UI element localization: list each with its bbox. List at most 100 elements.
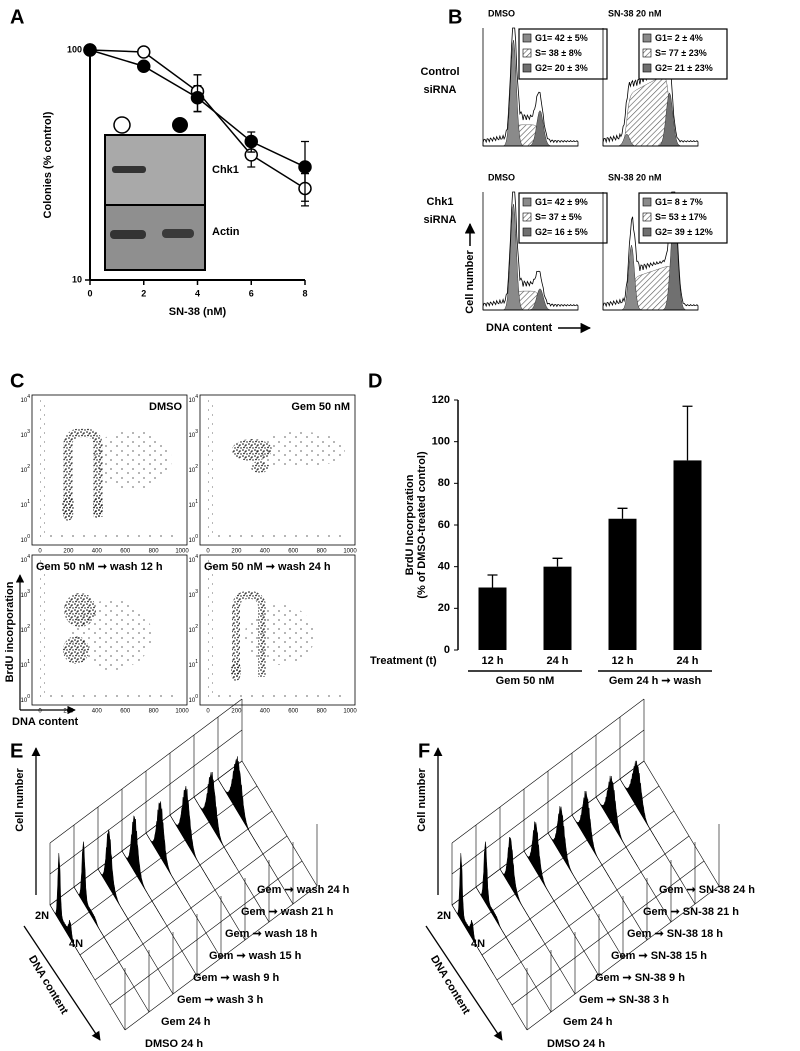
dot-cloud: [232, 591, 266, 677]
x-tick-label: 24 h: [546, 655, 568, 667]
data-point: [298, 160, 312, 174]
y-tick-label: 104: [21, 554, 31, 563]
slice-label: Gem ➞ SN-38 15 h: [611, 950, 707, 962]
x-tick-label: 8: [302, 288, 307, 298]
x-tick-label: 1000: [175, 549, 189, 555]
y-tick-label: 103: [21, 589, 31, 598]
dot-cloud: [92, 430, 172, 490]
bar: [608, 518, 637, 650]
legend-text: G1= 2 ± 4%: [655, 33, 703, 43]
plot-label: Gem 50 nM ➞ wash 24 h: [204, 561, 331, 573]
histogram: [217, 756, 260, 849]
grid-line: [241, 760, 318, 887]
tick-base: 10: [21, 468, 28, 474]
legend-swatch: [642, 48, 652, 58]
panel-letter: C: [10, 370, 24, 392]
histogram: [595, 775, 638, 867]
column-title: SN-38 20 nM: [608, 8, 662, 18]
legend-swatch: [642, 33, 652, 43]
x-tick-label: 400: [92, 549, 103, 555]
tick-exponent: 1: [195, 499, 198, 505]
tick-exponent: 4: [27, 554, 30, 560]
plot-label: Gem 50 nM ➞ wash 12 h: [36, 561, 163, 573]
histogram: [97, 829, 140, 938]
legend-text: G2= 16 ± 5%: [535, 227, 588, 237]
tick-base: 10: [21, 698, 28, 704]
grid-line: [49, 698, 243, 844]
y-tick-label: 101: [189, 659, 199, 668]
y-tick-label: 102: [21, 624, 31, 633]
tick-base: 10: [189, 468, 196, 474]
panel-letter: E: [10, 740, 23, 762]
legend-text: G2= 20 ± 3%: [535, 63, 588, 73]
blot-band: [112, 166, 146, 173]
blot-band: [162, 229, 194, 238]
histogram: [73, 841, 116, 957]
bar: [673, 460, 702, 650]
y-axis-label: Cell number: [416, 768, 428, 832]
dot-cloud: [245, 605, 315, 665]
hist-outline: [482, 27, 579, 147]
tick-base: 10: [21, 628, 28, 634]
y-tick-label: 101: [21, 659, 31, 668]
x-tick-label: 4: [195, 288, 200, 298]
row-label: siRNA: [423, 214, 456, 226]
error-bar: [617, 507, 628, 519]
column-title: DMSO: [488, 172, 515, 182]
grid-line: [451, 729, 645, 875]
tick-exponent: 0: [195, 694, 198, 700]
slice-label: Gem ➞ SN-38 18 h: [627, 928, 723, 940]
y-tick-label: 104: [189, 394, 199, 403]
data-point: [244, 134, 258, 149]
slice-label: Gem ➞ wash 18 h: [225, 928, 318, 940]
y-tick-label: 100: [432, 436, 450, 448]
y-tick-label: 101: [21, 499, 31, 508]
y-tick-label: 103: [189, 429, 199, 438]
x-axis-label: DNA content: [486, 322, 553, 334]
tick-base: 10: [189, 698, 196, 704]
tick-exponent: 1: [27, 499, 30, 505]
tick-exponent: 4: [27, 394, 30, 400]
tick-base: 10: [189, 628, 196, 634]
histogram: [121, 814, 164, 920]
marker-key: [172, 117, 188, 133]
x-tick-label: 400: [260, 709, 271, 715]
row-label: Chk1: [427, 196, 454, 208]
tick-exponent: 0: [27, 534, 30, 540]
tick-exponent: 3: [27, 589, 30, 595]
slice-label: Gem 24 h: [563, 1016, 613, 1028]
histogram: [145, 801, 188, 903]
slice-label: Gem ➞ SN-38 3 h: [579, 994, 669, 1006]
slice-label: Gem ➞ wash 21 h: [241, 906, 334, 918]
legend-box: [518, 192, 608, 244]
legend-text: S= 38 ± 8%: [535, 48, 582, 58]
y-tick-label: 0: [444, 644, 450, 656]
tick-exponent: 2: [27, 624, 30, 630]
legend-text: G1= 42 ± 9%: [535, 197, 588, 207]
y-tick-label: 102: [189, 464, 199, 473]
plot-label: DMSO: [149, 401, 182, 413]
dot-noise: [40, 695, 180, 700]
y-tick-label: 40: [438, 561, 450, 573]
row-label: siRNA: [423, 84, 456, 96]
dot-noise: [40, 400, 45, 540]
x-tick-label: 600: [288, 549, 299, 555]
legend-box: [638, 192, 728, 244]
dot-noise: [208, 695, 348, 700]
legend-swatch: [522, 33, 532, 43]
tick-base: 10: [21, 433, 28, 439]
dot-noise: [40, 535, 180, 540]
peak-label: 2N: [437, 910, 451, 922]
histogram: [619, 760, 662, 849]
y-tick-label: 104: [189, 554, 199, 563]
tick-base: 10: [189, 503, 196, 509]
tick-base: 10: [189, 433, 196, 439]
x-tick-label: 24 h: [676, 655, 698, 667]
legend-text: G2= 39 ± 12%: [655, 227, 713, 237]
panel-letter: B: [448, 6, 462, 28]
y-tick-label: 100: [21, 694, 31, 703]
